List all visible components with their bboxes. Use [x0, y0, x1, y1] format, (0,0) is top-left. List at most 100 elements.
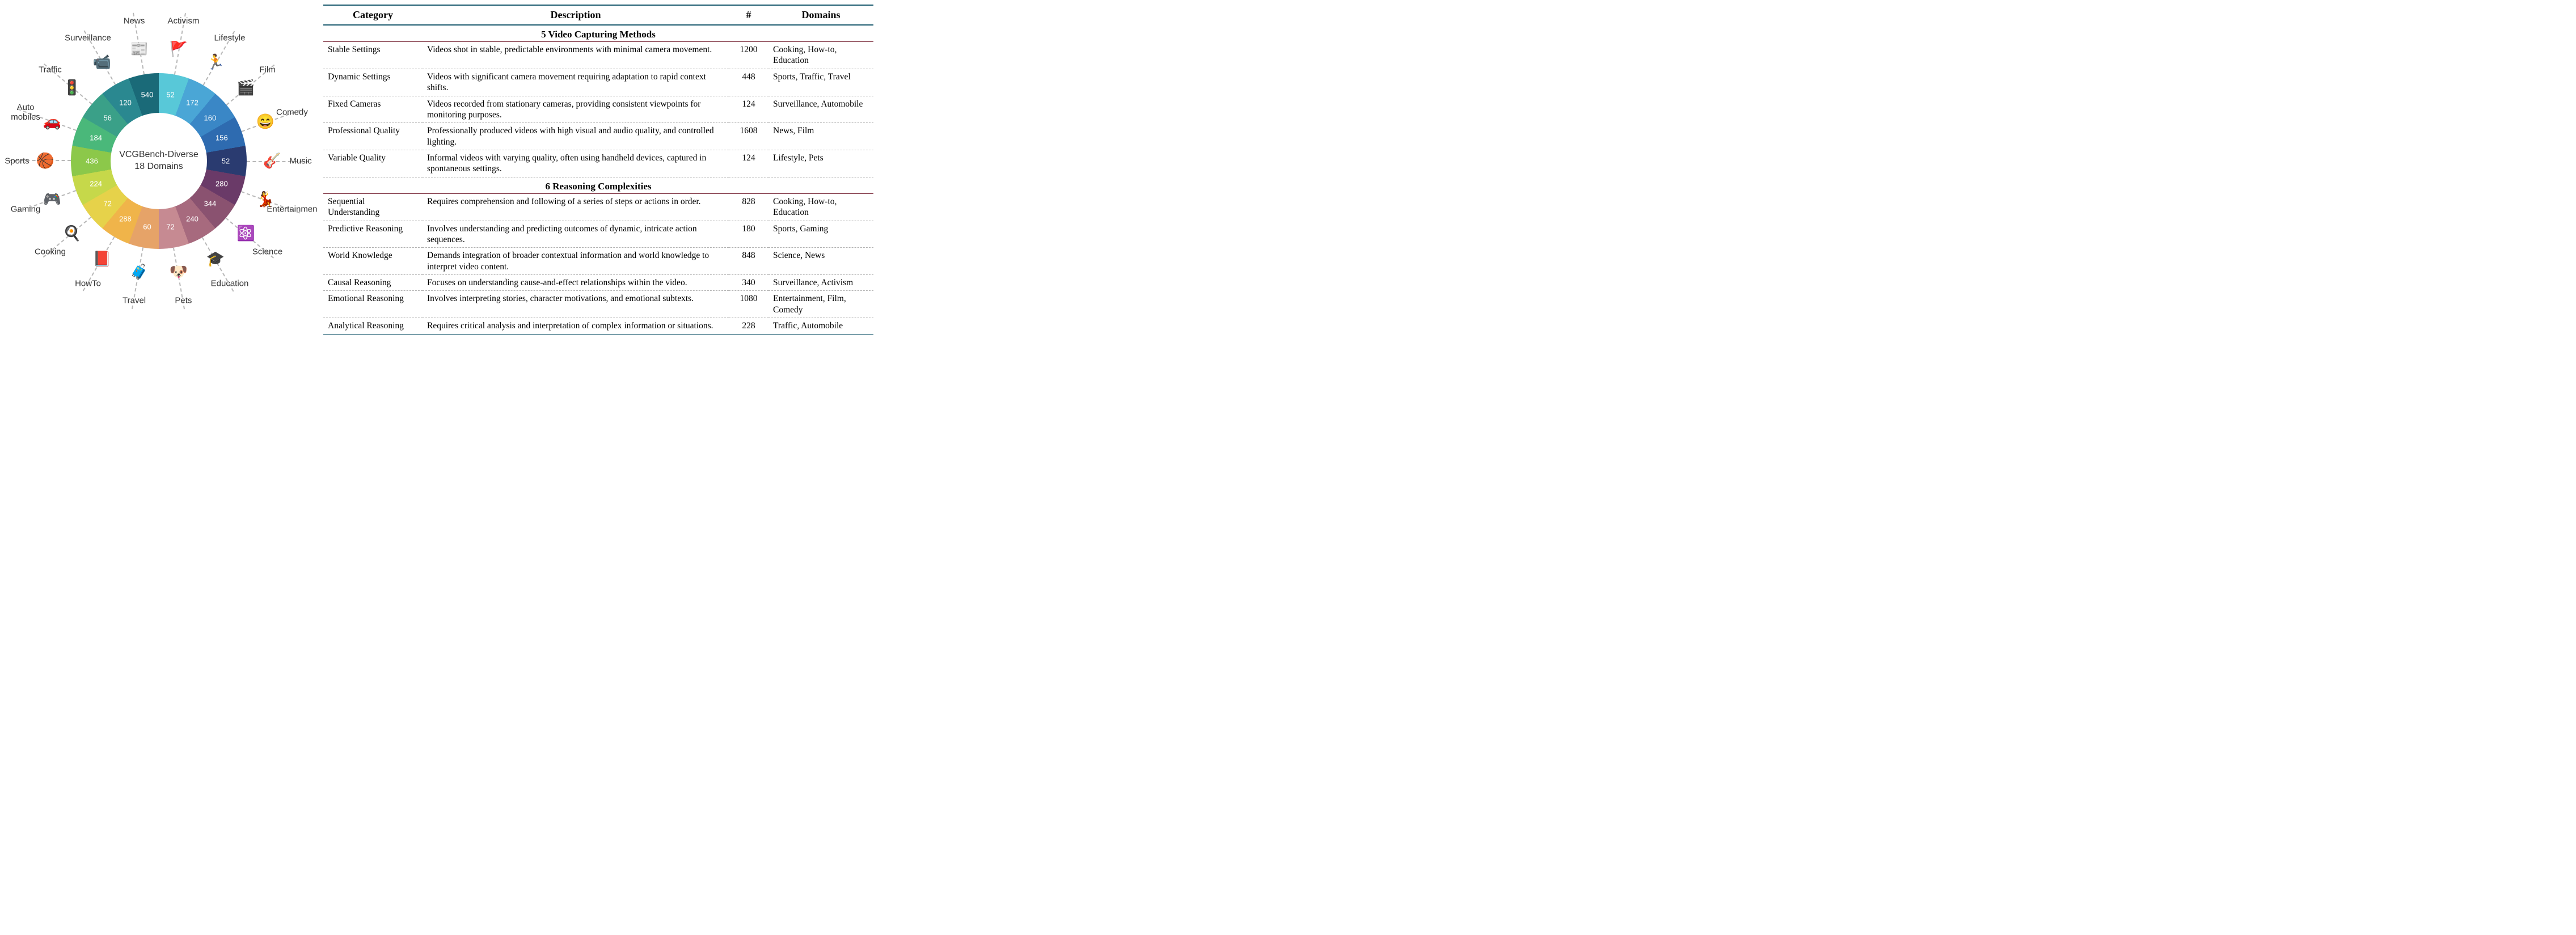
cell-description: Requires critical analysis and interpret… [423, 318, 729, 334]
cell-description: Informal videos with varying quality, of… [423, 150, 729, 177]
news-icon: 📰 [129, 39, 149, 60]
cell-count: 448 [729, 69, 768, 96]
domain-label: Film [259, 65, 275, 74]
cell-domains: Lifestyle, Pets [768, 150, 873, 177]
section-header: 6 Reasoning Complexities [323, 177, 873, 193]
music-icon: 🎸 [262, 151, 282, 171]
cell-count: 124 [729, 150, 768, 177]
cell-description: Demands integration of broader contextua… [423, 248, 729, 275]
cell-domains: Entertainment, Film, Comedy [768, 291, 873, 318]
header-domains: Domains [768, 5, 873, 25]
cell-domains: Traffic, Automobile [768, 318, 873, 334]
cell-count: 1200 [729, 42, 768, 69]
cell-category: Sequential Understanding [323, 193, 423, 221]
header-description: Description [423, 5, 729, 25]
domain-label: Gaming [11, 205, 41, 214]
cell-domains: Sports, Traffic, Travel [768, 69, 873, 96]
sports-icon: 🏀 [35, 151, 56, 171]
table-row: Predictive ReasoningInvolves understandi… [323, 221, 873, 248]
cell-description: Videos with significant camera movement … [423, 69, 729, 96]
domain-label: Automobiles [11, 103, 40, 122]
cell-domains: Science, News [768, 248, 873, 275]
cell-domains: Cooking, How-to, Education [768, 193, 873, 221]
cell-category: Stable Settings [323, 42, 423, 69]
domain-label: Entertainmen [267, 205, 317, 214]
cell-description: Videos shot in stable, predictable envir… [423, 42, 729, 69]
cell-count: 180 [729, 221, 768, 248]
cell-category: Emotional Reasoning [323, 291, 423, 318]
traffic-icon: 🚦 [62, 78, 82, 98]
domain-label: Travel [123, 295, 146, 305]
cell-category: Variable Quality [323, 150, 423, 177]
surveillance-icon: 📹 [92, 52, 112, 73]
domain-label: HowTo [75, 279, 101, 289]
chart-title-line1: VCGBench-Diverse [119, 150, 199, 159]
cell-domains: Cooking, How-to, Education [768, 42, 873, 69]
header-count: # [729, 5, 768, 25]
science-icon: ⚛️ [235, 223, 256, 244]
cell-category: Dynamic Settings [323, 69, 423, 96]
cell-category: Analytical Reasoning [323, 318, 423, 334]
domain-label: Cooking [35, 247, 66, 257]
domain-label: Sports [5, 156, 29, 166]
education-icon: 🎓 [205, 249, 226, 269]
table-row: Fixed CamerasVideos recorded from statio… [323, 96, 873, 123]
cell-description: Focuses on understanding cause-and-effec… [423, 275, 729, 291]
section-header: 5 Video Capturing Methods [323, 25, 873, 42]
cell-category: Causal Reasoning [323, 275, 423, 291]
cell-description: Videos recorded from stationary cameras,… [423, 96, 729, 123]
comedy-icon: 😄 [255, 112, 276, 132]
category-table: Category Description # Domains 5 Video C… [323, 5, 873, 335]
table-header-row: Category Description # Domains [323, 5, 873, 25]
cell-count: 848 [729, 248, 768, 275]
pets-icon: 🐶 [168, 262, 189, 282]
table-row: Causal ReasoningFocuses on understanding… [323, 275, 873, 291]
film-icon: 🎬 [235, 78, 256, 98]
domain-label: Education [211, 279, 249, 289]
cell-count: 1080 [729, 291, 768, 318]
cell-description: Involves interpreting stories, character… [423, 291, 729, 318]
table-row: Stable SettingsVideos shot in stable, pr… [323, 42, 873, 69]
domain-label: Science [252, 247, 282, 257]
automobiles-icon: 🚗 [42, 112, 62, 132]
table-row: Professional QualityProfessionally produ… [323, 123, 873, 150]
lifestyle-icon: 🏃 [205, 52, 226, 73]
domain-label: Comedy [276, 107, 308, 117]
cell-count: 340 [729, 275, 768, 291]
cell-domains: Surveillance, Activism [768, 275, 873, 291]
chart-title-line2: 18 Domains [134, 162, 183, 171]
cell-description: Involves understanding and predicting ou… [423, 221, 729, 248]
domain-label: Music [289, 156, 311, 166]
domain-label: Pets [175, 295, 192, 305]
cell-category: World Knowledge [323, 248, 423, 275]
cell-count: 228 [729, 318, 768, 334]
cell-description: Requires comprehension and following of … [423, 193, 729, 221]
cell-category: Predictive Reasoning [323, 221, 423, 248]
table-row: Emotional ReasoningInvolves interpreting… [323, 291, 873, 318]
cell-domains: Sports, Gaming [768, 221, 873, 248]
cell-count: 828 [729, 193, 768, 221]
domain-label: Activism [167, 16, 199, 26]
cell-category: Professional Quality [323, 123, 423, 150]
domain-label: Traffic [39, 65, 62, 74]
header-category: Category [323, 5, 423, 25]
donut-center-label: VCGBench-Diverse 18 Domains [111, 113, 207, 209]
cell-description: Professionally produced videos with high… [423, 123, 729, 150]
domain-label: News [124, 16, 145, 26]
activism-icon: 🚩 [168, 39, 189, 60]
cell-count: 1608 [729, 123, 768, 150]
cell-domains: News, Film [768, 123, 873, 150]
cell-category: Fixed Cameras [323, 96, 423, 123]
domain-label: Lifestyle [214, 33, 245, 43]
gaming-icon: 🎮 [42, 189, 62, 210]
table-row: Dynamic SettingsVideos with significant … [323, 69, 873, 96]
table-row: Analytical ReasoningRequires critical an… [323, 318, 873, 334]
howto-icon: 📕 [92, 249, 112, 269]
cell-count: 124 [729, 96, 768, 123]
table-row: Sequential UnderstandingRequires compreh… [323, 193, 873, 221]
cell-domains: Surveillance, Automobile [768, 96, 873, 123]
donut-chart-panel: VCGBench-Diverse 18 Domains 52🚩Activism1… [0, 0, 318, 321]
cooking-icon: 🍳 [62, 223, 82, 244]
table-row: World KnowledgeDemands integration of br… [323, 248, 873, 275]
table-row: Variable QualityInformal videos with var… [323, 150, 873, 177]
